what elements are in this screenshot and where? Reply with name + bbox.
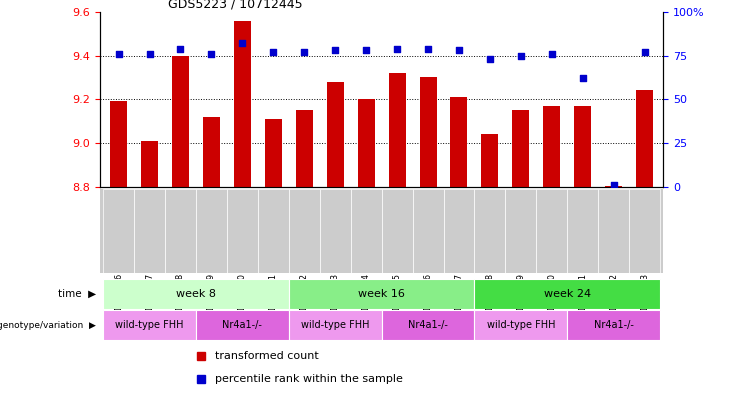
Point (639, 49, 651, 55)
Text: wild-type FHH: wild-type FHH (116, 320, 184, 330)
Point (268, 49, 279, 55)
Bar (289, 189, 319, 273)
Bar (327, 82, 344, 187)
Bar (419, 77, 436, 187)
Bar (382, 310, 474, 340)
Bar (103, 189, 134, 273)
Bar (289, 310, 382, 340)
Bar (598, 189, 629, 273)
Bar (319, 189, 350, 273)
Bar (227, 189, 258, 273)
Bar (505, 189, 536, 273)
Text: genotype/variation  ▶: genotype/variation ▶ (0, 321, 96, 330)
Bar (172, 55, 189, 187)
Bar (536, 189, 568, 273)
Bar (296, 110, 313, 187)
Point (422, 45, 434, 51)
Bar (196, 189, 227, 273)
Bar (474, 189, 505, 273)
Text: Nr4a1-/-: Nr4a1-/- (594, 320, 634, 330)
Bar (474, 310, 568, 340)
Point (299, 49, 310, 55)
Text: GDS5223 / 10712445: GDS5223 / 10712445 (167, 0, 302, 11)
Bar (382, 189, 413, 273)
Point (360, 47, 372, 53)
Point (236, 40, 248, 46)
Text: wild-type FHH: wild-type FHH (487, 320, 555, 330)
Bar (388, 73, 405, 187)
Point (175, 45, 187, 51)
Text: transformed count: transformed count (216, 351, 319, 361)
Bar (629, 189, 660, 273)
Bar (444, 189, 474, 273)
Point (484, 56, 496, 62)
Bar (110, 101, 127, 187)
Text: time  ▶: time ▶ (59, 289, 96, 299)
Bar (413, 189, 444, 273)
Point (576, 75, 588, 81)
Bar (636, 90, 653, 187)
Point (144, 51, 156, 57)
Bar (196, 310, 289, 340)
Text: week 24: week 24 (544, 289, 591, 299)
Bar (543, 106, 560, 187)
Bar (134, 189, 165, 273)
Point (113, 51, 124, 57)
Point (329, 47, 341, 53)
Bar (103, 310, 196, 340)
Bar (474, 279, 660, 309)
Point (453, 47, 465, 53)
Point (515, 52, 527, 59)
Bar (568, 310, 660, 340)
Text: Nr4a1-/-: Nr4a1-/- (222, 320, 262, 330)
Bar (605, 185, 622, 187)
Bar (165, 189, 196, 273)
Text: wild-type FHH: wild-type FHH (301, 320, 370, 330)
Text: week 8: week 8 (176, 289, 216, 299)
Point (391, 45, 403, 51)
Bar (568, 189, 598, 273)
Bar (141, 141, 158, 187)
Point (205, 51, 217, 57)
Text: Nr4a1-/-: Nr4a1-/- (408, 320, 448, 330)
Point (546, 51, 558, 57)
Bar (574, 106, 591, 187)
Bar (350, 189, 382, 273)
Bar (512, 110, 529, 187)
Bar (482, 134, 499, 187)
Bar (203, 117, 220, 187)
Point (608, 182, 619, 188)
Bar (265, 119, 282, 187)
Bar (234, 20, 251, 187)
Bar (451, 97, 468, 187)
Bar (258, 189, 289, 273)
Bar (289, 279, 474, 309)
Bar (358, 99, 375, 187)
Text: percentile rank within the sample: percentile rank within the sample (216, 374, 403, 384)
Text: week 16: week 16 (358, 289, 405, 299)
Bar (103, 279, 289, 309)
